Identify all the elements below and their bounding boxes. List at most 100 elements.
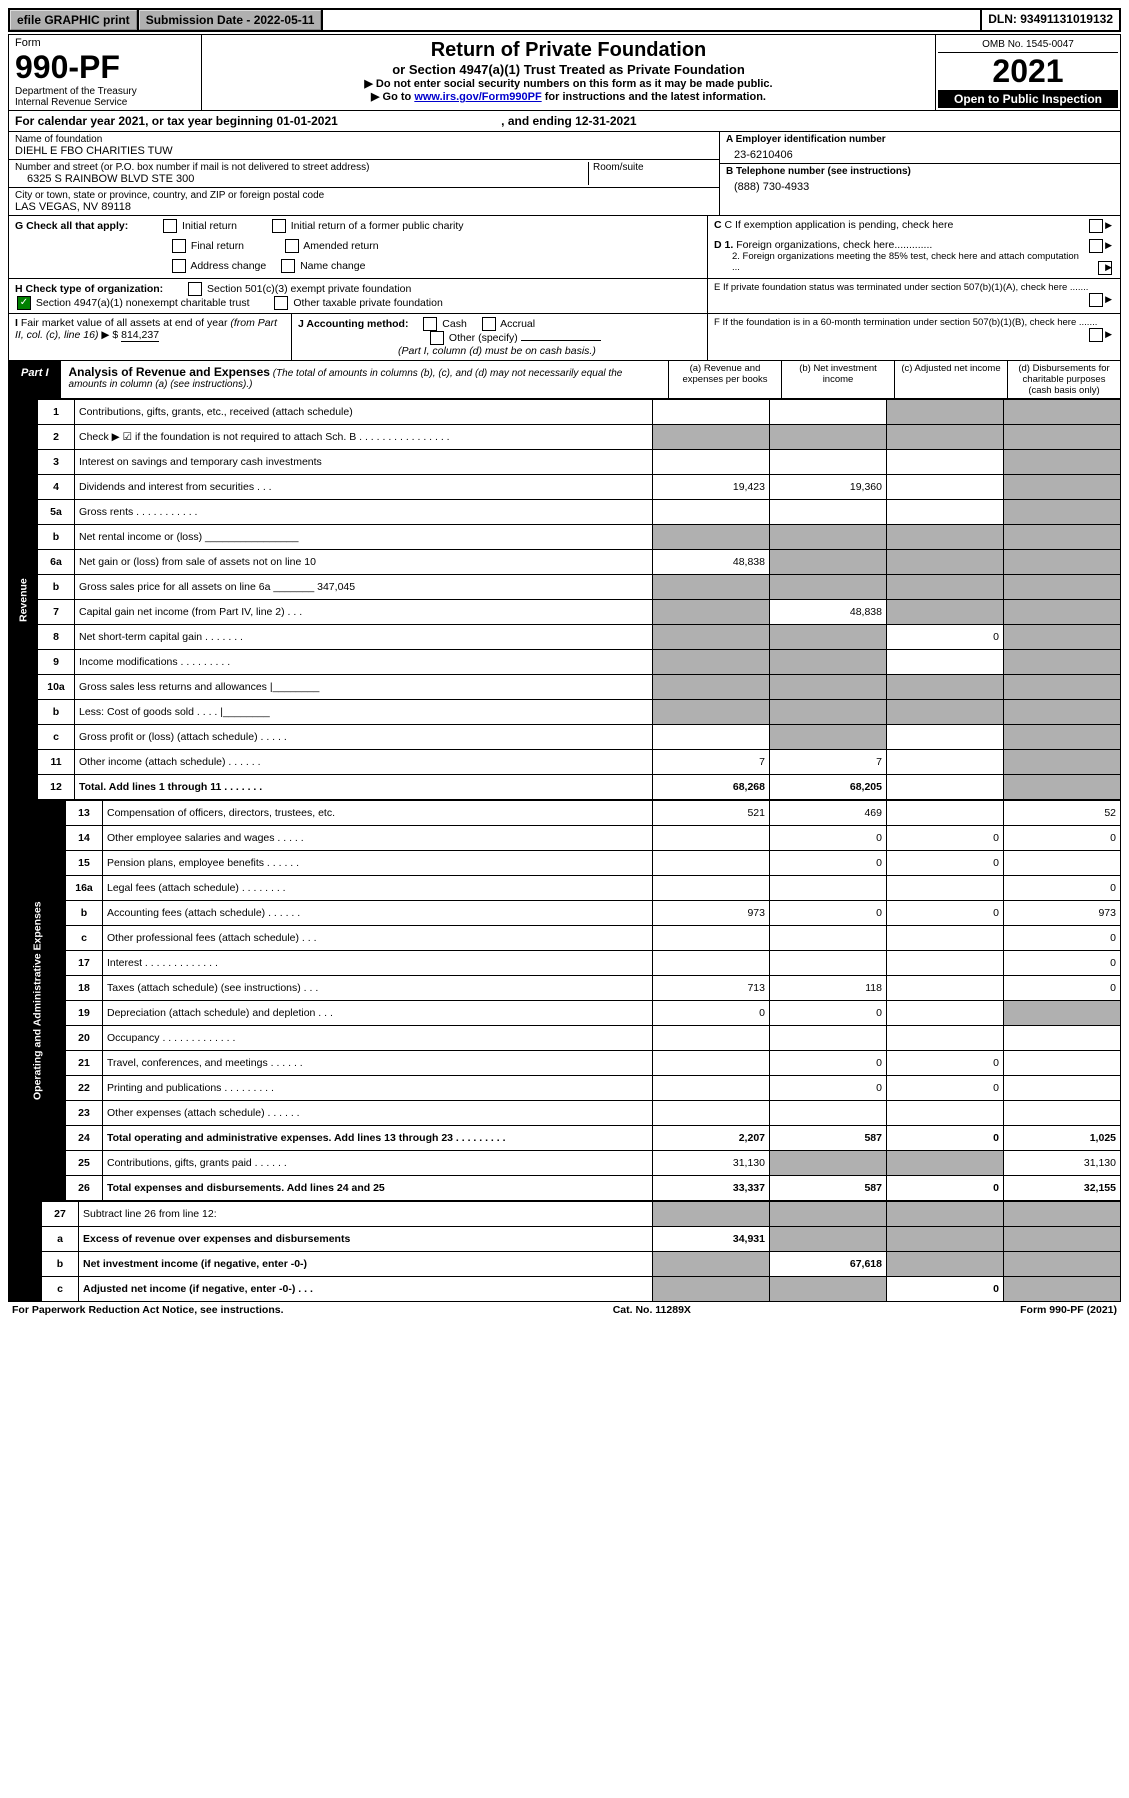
amount-cell [1004,1202,1121,1227]
submission-date-button[interactable]: Submission Date - 2022-05-11 [139,10,322,30]
line-number: 23 [66,1101,103,1126]
final-return-checkbox[interactable] [172,239,186,253]
amount-cell [653,1026,770,1051]
j-label: J Accounting method: [298,318,408,330]
part1-header: Part I Analysis of Revenue and Expenses … [8,361,1121,399]
room-label: Room/suite [593,162,713,173]
other-method-checkbox[interactable] [430,331,444,345]
amount-cell: 48,838 [770,600,887,625]
amount-cell: 0 [770,1051,887,1076]
amount-cell [887,1252,1004,1277]
c-checkbox[interactable] [1089,219,1103,233]
amount-cell: 0 [770,901,887,926]
tel-value: (888) 730-4933 [726,177,1114,193]
expenses-table: Operating and Administrative Expenses13C… [8,800,1121,1201]
d2-label: 2. Foreign organizations meeting the 85%… [714,251,1114,273]
other-taxable-checkbox[interactable] [274,296,288,310]
line-number: 5a [38,500,75,525]
col-c-header: (c) Adjusted net income [894,361,1007,398]
4947a1-checkbox[interactable] [17,296,31,310]
c-label: C C If exemption application is pending,… [714,219,1114,231]
amount-cell [1004,725,1121,750]
amount-cell: 0 [770,1076,887,1101]
amount-cell [653,826,770,851]
amount-cell [653,600,770,625]
amount-cell [770,1026,887,1051]
line-description: Printing and publications . . . . . . . … [103,1076,653,1101]
amount-cell [1004,1001,1121,1026]
col-a-header: (a) Revenue and expenses per books [668,361,781,398]
amount-cell: 0 [1004,876,1121,901]
amount-cell [1004,1026,1121,1051]
amount-cell: 7 [770,750,887,775]
line-number: 7 [38,600,75,625]
amount-cell [653,926,770,951]
amount-cell: 0 [653,1001,770,1026]
amount-cell [653,1252,770,1277]
amended-return-checkbox[interactable] [285,239,299,253]
city-state-zip: LAS VEGAS, NV 89118 [15,201,713,213]
amount-cell: 0 [770,1001,887,1026]
name-change-checkbox[interactable] [281,259,295,273]
amount-cell: 68,205 [770,775,887,800]
amount-cell: 118 [770,976,887,1001]
amount-cell: 521 [653,801,770,826]
line-number: 16a [66,876,103,901]
dln-label: DLN: 93491131019132 [982,10,1119,30]
501c3-checkbox[interactable] [188,282,202,296]
former-charity-checkbox[interactable] [272,219,286,233]
form-number: 990-PF [15,49,195,86]
accrual-checkbox[interactable] [482,317,496,331]
e-label: E If private foundation status was termi… [714,282,1114,293]
line-number: b [38,575,75,600]
initial-return-checkbox[interactable] [163,219,177,233]
amount-cell [887,575,1004,600]
amount-cell [770,700,887,725]
e-checkbox[interactable] [1089,293,1103,307]
form-subtitle: or Section 4947(a)(1) Trust Treated as P… [206,62,931,77]
amount-cell [770,876,887,901]
line-number: 22 [66,1076,103,1101]
line-description: Travel, conferences, and meetings . . . … [103,1051,653,1076]
line-description: Net investment income (if negative, ente… [79,1252,653,1277]
line-number: a [42,1227,79,1252]
amount-cell: 0 [1004,826,1121,851]
line-number: 18 [66,976,103,1001]
line-number: 13 [66,801,103,826]
line-number: 2 [38,425,75,450]
irs-link[interactable]: www.irs.gov/Form990PF [414,91,541,103]
paperwork-notice: For Paperwork Reduction Act Notice, see … [12,1304,284,1316]
addr-label: Number and street (or P.O. box number if… [15,162,588,173]
line-description: Interest . . . . . . . . . . . . . [103,951,653,976]
amount-cell [887,876,1004,901]
line-number: b [38,700,75,725]
amount-cell [653,650,770,675]
d1-checkbox[interactable] [1089,239,1103,253]
f-checkbox[interactable] [1089,328,1103,342]
amount-cell [887,1101,1004,1126]
cash-checkbox[interactable] [423,317,437,331]
line-description: Taxes (attach schedule) (see instruction… [103,976,653,1001]
amount-cell [770,550,887,575]
amount-cell: 713 [653,976,770,1001]
col-d-header: (d) Disbursements for charitable purpose… [1007,361,1120,398]
line-description: Net short-term capital gain . . . . . . … [75,625,653,650]
amount-cell: 0 [887,625,1004,650]
amount-cell [887,400,1004,425]
efile-print-button[interactable]: efile GRAPHIC print [10,10,137,30]
amount-cell [770,725,887,750]
amount-cell: 973 [653,901,770,926]
d2-checkbox[interactable] [1098,261,1112,275]
cat-no: Cat. No. 11289X [613,1304,691,1316]
amount-cell [653,851,770,876]
amount-cell [1004,1277,1121,1302]
amount-cell [1004,625,1121,650]
amount-cell: 19,423 [653,475,770,500]
amount-cell [770,951,887,976]
amount-cell [770,425,887,450]
address-change-checkbox[interactable] [172,259,186,273]
city-label: City or town, state or province, country… [15,190,713,201]
ssn-note: ▶ Do not enter social security numbers o… [206,77,931,90]
amount-cell [770,450,887,475]
part1-title: Analysis of Revenue and Expenses [69,365,270,379]
